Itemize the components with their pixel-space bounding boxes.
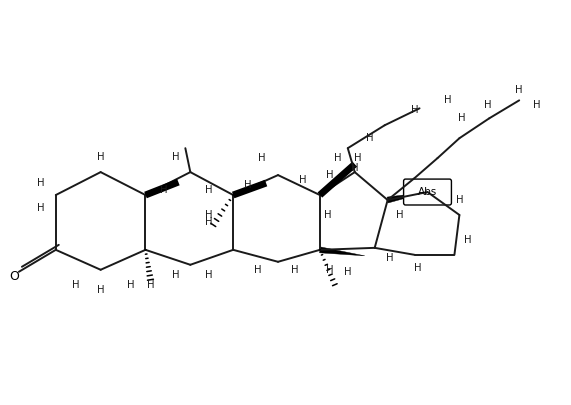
- Text: H: H: [204, 270, 212, 280]
- Text: H: H: [37, 178, 45, 188]
- Polygon shape: [387, 192, 428, 203]
- Text: H: H: [354, 153, 361, 163]
- Text: H: H: [414, 263, 421, 273]
- Text: H: H: [326, 265, 333, 275]
- Text: H: H: [396, 210, 403, 220]
- Text: H: H: [37, 203, 45, 213]
- Text: H: H: [254, 265, 262, 275]
- Text: H: H: [326, 170, 333, 180]
- Text: H: H: [516, 85, 523, 96]
- Text: H: H: [484, 100, 491, 110]
- Text: H: H: [456, 195, 463, 205]
- Text: H: H: [258, 153, 266, 163]
- Text: H: H: [366, 133, 373, 143]
- Text: H: H: [444, 95, 451, 105]
- Text: H: H: [299, 175, 307, 185]
- Text: H: H: [334, 153, 341, 163]
- Text: H: H: [204, 185, 212, 195]
- Text: H: H: [411, 105, 419, 115]
- Text: H: H: [457, 113, 465, 123]
- Text: H: H: [291, 265, 299, 275]
- Text: H: H: [351, 163, 359, 173]
- Text: H: H: [172, 152, 179, 162]
- Text: H: H: [533, 100, 541, 110]
- Text: H: H: [147, 280, 154, 290]
- Text: H: H: [72, 280, 79, 290]
- Text: H: H: [244, 180, 252, 190]
- Text: H: H: [204, 217, 212, 227]
- Text: H: H: [204, 210, 212, 220]
- Text: H: H: [172, 270, 179, 280]
- Text: H: H: [127, 280, 134, 290]
- Text: O: O: [9, 270, 19, 283]
- Text: H: H: [97, 152, 104, 162]
- Text: H: H: [324, 210, 332, 220]
- Text: H: H: [386, 253, 393, 263]
- Text: H: H: [464, 235, 471, 245]
- FancyBboxPatch shape: [404, 179, 452, 205]
- Text: H: H: [160, 185, 167, 195]
- Text: H: H: [97, 285, 104, 295]
- Polygon shape: [320, 247, 365, 256]
- Text: H: H: [344, 267, 352, 277]
- Text: Abs: Abs: [418, 187, 437, 197]
